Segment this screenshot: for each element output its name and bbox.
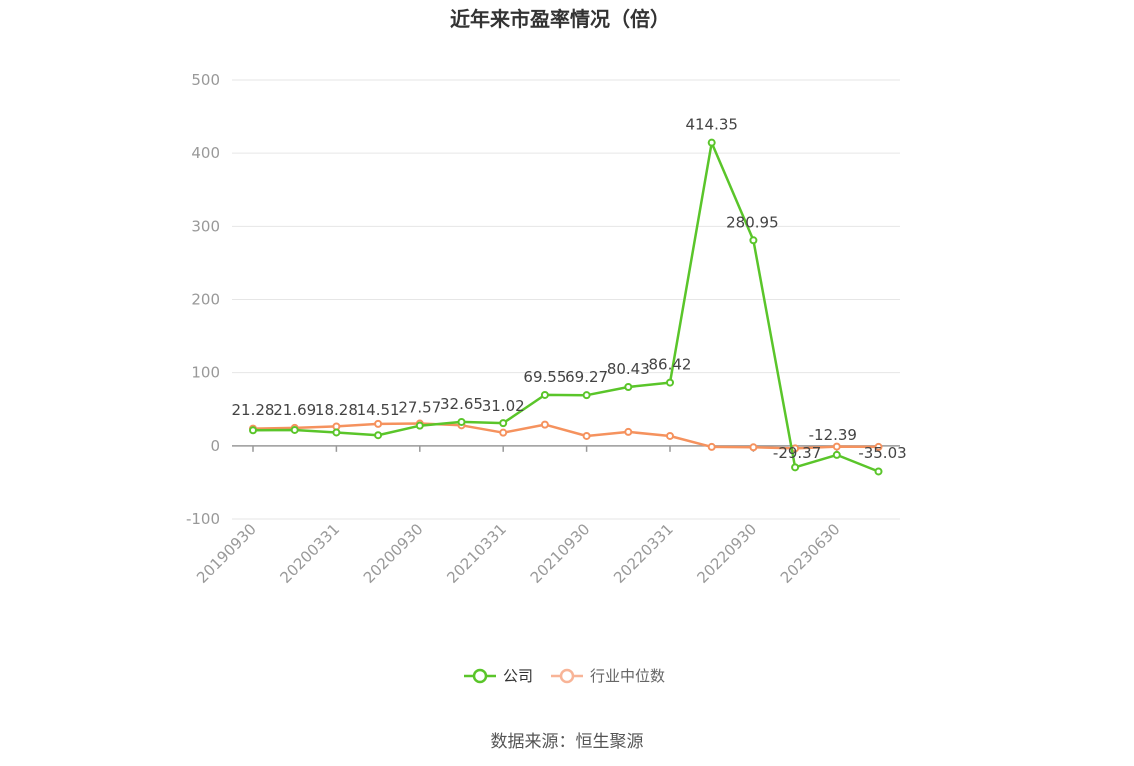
- data-point: [540, 390, 549, 399]
- source-note: 数据来源：恒生聚源: [491, 732, 644, 752]
- x-tick-label: 20220930: [694, 520, 761, 587]
- data-label: 31.02: [482, 397, 525, 415]
- data-label: 280.95: [726, 213, 779, 231]
- data-point: [457, 417, 466, 426]
- y-tick-label: 100: [191, 364, 220, 382]
- y-tick-label: -100: [186, 510, 220, 528]
- data-point: [749, 236, 758, 245]
- legend-item-industry-median[interactable]: 行业中位数: [551, 667, 665, 685]
- data-label: -29.37: [773, 444, 821, 462]
- data-point: [791, 463, 800, 472]
- series-line: [252, 141, 879, 473]
- data-point: [749, 443, 758, 452]
- y-tick-label: 300: [191, 217, 220, 235]
- series-company: [249, 138, 883, 476]
- x-tick-label: 20210331: [443, 520, 510, 587]
- data-point: [540, 420, 549, 429]
- x-tick-label: 20230630: [777, 520, 844, 587]
- y-tick-label: 400: [191, 144, 220, 162]
- legend-marker-company: [472, 668, 488, 684]
- data-point: [874, 442, 883, 451]
- y-tick-label: 200: [191, 291, 220, 309]
- y-tick-label: 0: [210, 437, 220, 455]
- series-line: [252, 422, 879, 450]
- data-label: -12.39: [809, 426, 857, 444]
- data-point: [415, 421, 424, 430]
- legend: 公司 行业中位数: [464, 667, 665, 685]
- data-label: 27.57: [398, 399, 441, 417]
- legend-marker-industry-median: [559, 668, 575, 684]
- x-tick-label: 20210930: [527, 520, 594, 587]
- data-label: 86.42: [649, 356, 692, 374]
- data-label: 21.69: [273, 401, 316, 419]
- legend-label-industry-median: 行业中位数: [590, 667, 665, 685]
- data-point: [374, 431, 383, 440]
- x-tick-label: 20200930: [360, 520, 427, 587]
- data-point: [499, 428, 508, 437]
- data-label: -35.03: [858, 444, 906, 462]
- data-point: [666, 431, 674, 440]
- data-point: [332, 428, 341, 437]
- data-point: [499, 419, 508, 428]
- data-point: [832, 450, 841, 459]
- data-point: [707, 442, 716, 451]
- data-label: 414.35: [685, 116, 738, 134]
- data-point: [249, 426, 257, 435]
- data-label: 69.27: [565, 368, 608, 386]
- x-tick-label: 20190930: [193, 520, 260, 587]
- data-label: 80.43: [607, 360, 650, 378]
- x-tick-label: 20200331: [277, 520, 344, 587]
- data-point: [832, 442, 841, 451]
- data-point: [374, 419, 383, 428]
- y-tick-label: 500: [191, 71, 220, 89]
- data-point: [624, 382, 633, 391]
- y-axis-ticks: -100 0 100 200 300 400 500: [186, 71, 220, 528]
- chart-title: 近年来市盈率情况（倍）: [450, 7, 670, 31]
- legend-item-company[interactable]: 公司: [464, 667, 533, 685]
- data-label: 21.28: [232, 401, 275, 419]
- data-label: 18.28: [315, 401, 358, 419]
- data-label: 32.65: [440, 395, 483, 413]
- legend-label-company: 公司: [503, 667, 533, 685]
- data-point: [582, 391, 591, 400]
- data-point: [666, 378, 674, 387]
- grid: [232, 79, 900, 520]
- data-point: [582, 431, 591, 440]
- data-point: [290, 425, 299, 434]
- data-label: 69.55: [523, 368, 566, 386]
- data-point: [874, 467, 883, 476]
- x-tick-label: 20220331: [610, 520, 677, 587]
- data-point: [624, 427, 633, 436]
- data-label: 14.51: [357, 401, 400, 419]
- series-layer: [249, 138, 883, 476]
- data-point: [707, 138, 716, 147]
